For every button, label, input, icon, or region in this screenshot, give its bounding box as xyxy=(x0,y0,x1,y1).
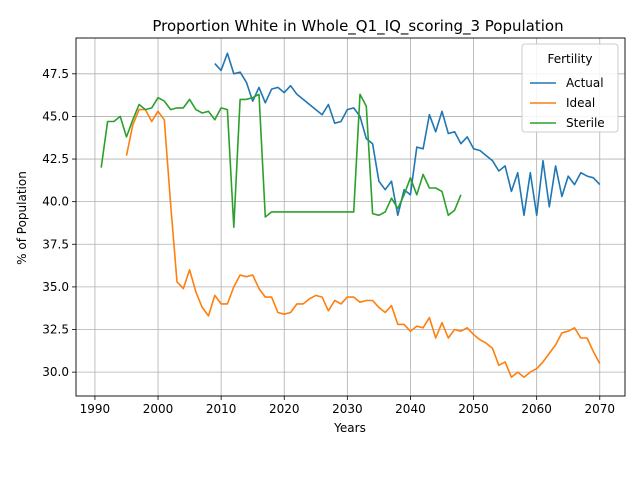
legend-items: Actual Ideal Sterile xyxy=(530,76,605,130)
y-tick-label: 30.0 xyxy=(42,365,69,379)
y-tick-label: 45.0 xyxy=(42,109,69,123)
legend-label-sterile: Sterile xyxy=(566,116,605,130)
legend-title: Fertility xyxy=(547,52,592,66)
y-tick-label: 40.0 xyxy=(42,195,69,209)
y-axis-ticks: 30.0 32.5 35.0 37.5 40.0 42.5 45.0 47.5 xyxy=(42,67,76,379)
y-axis-label: % of Population xyxy=(15,171,29,265)
legend-label-ideal: Ideal xyxy=(566,96,595,110)
x-tick-label: 2050 xyxy=(458,402,489,416)
legend-label-actual: Actual xyxy=(566,76,604,90)
legend-box xyxy=(521,43,619,133)
x-tick-label: 2000 xyxy=(143,402,174,416)
x-tick-label: 2030 xyxy=(332,402,363,416)
series-line-actual xyxy=(214,52,601,217)
legend: Fertility Actual Ideal Sterile xyxy=(521,43,619,133)
plot-frame xyxy=(75,37,626,397)
x-axis-label: Years xyxy=(333,421,366,435)
x-tick-label: 2040 xyxy=(395,402,426,416)
x-tick-label: 2070 xyxy=(584,402,615,416)
x-tick-label: 2020 xyxy=(269,402,300,416)
y-tick-label: 47.5 xyxy=(42,67,69,81)
y-tick-label: 37.5 xyxy=(42,237,69,251)
x-axis-ticks: 1990 2000 2010 2020 2030 2040 2050 2060 2070 xyxy=(80,396,615,416)
series-layer xyxy=(100,52,601,379)
x-tick-label: 2060 xyxy=(521,402,552,416)
x-tick-label: 2010 xyxy=(206,402,237,416)
gridlines xyxy=(76,38,625,396)
chart-title: Proportion White in Whole_Q1_IQ_scoring_… xyxy=(152,17,563,36)
y-tick-label: 32.5 xyxy=(42,323,69,337)
series-line-sterile xyxy=(100,93,462,228)
series-line-ideal xyxy=(125,108,601,379)
y-tick-label: 35.0 xyxy=(42,280,69,294)
y-tick-label: 42.5 xyxy=(42,152,69,166)
x-tick-label: 1990 xyxy=(80,402,111,416)
